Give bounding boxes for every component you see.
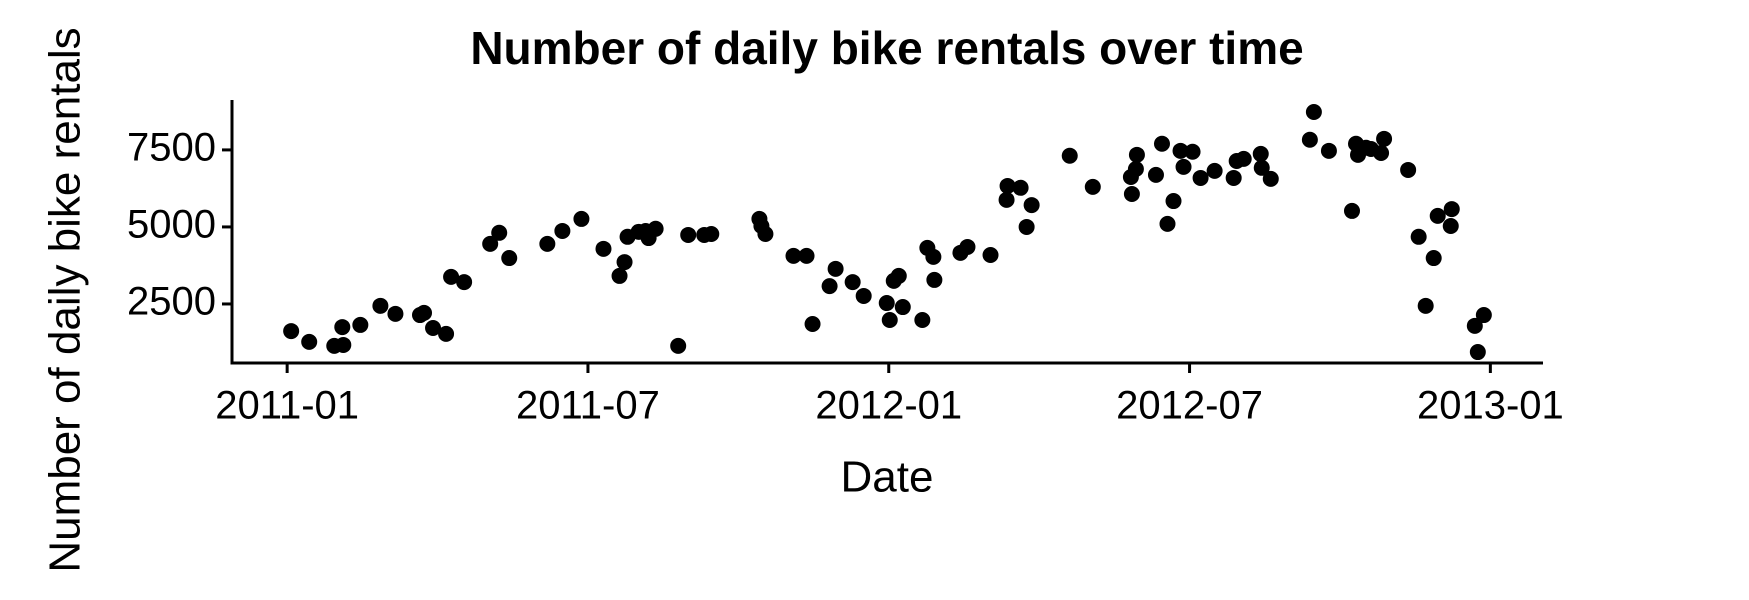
data-point <box>1225 169 1242 186</box>
data-point <box>1206 162 1223 179</box>
data-point <box>785 247 802 264</box>
data-point <box>1376 130 1393 147</box>
data-point <box>1442 218 1459 235</box>
data-point <box>1305 104 1322 121</box>
data-point <box>1023 197 1040 214</box>
data-point <box>1192 169 1209 186</box>
data-point <box>680 226 697 243</box>
data-point <box>1320 142 1337 159</box>
data-point <box>914 311 931 328</box>
data-point <box>456 274 473 291</box>
data-point <box>804 315 821 332</box>
data-point <box>352 316 369 333</box>
data-point <box>425 319 442 336</box>
data-point <box>1469 344 1486 361</box>
data-point <box>335 336 352 353</box>
data-point <box>1443 201 1460 218</box>
data-point <box>998 191 1015 208</box>
data-point <box>1123 185 1140 202</box>
data-point <box>1018 218 1035 235</box>
data-point <box>595 240 612 257</box>
x-tick-label: 2012-01 <box>815 384 962 428</box>
data-point <box>798 247 815 264</box>
data-point <box>539 235 556 252</box>
data-point <box>1301 131 1318 148</box>
data-point <box>926 271 943 288</box>
data-point <box>855 287 872 304</box>
data-point <box>1061 147 1078 164</box>
data-point <box>1012 179 1029 196</box>
data-point <box>1417 297 1434 314</box>
data-point <box>1147 166 1164 183</box>
x-tick-label: 2012-07 <box>1116 384 1263 428</box>
data-point <box>1429 207 1446 224</box>
data-point <box>372 297 389 314</box>
data-point <box>844 274 861 291</box>
data-point <box>647 220 664 237</box>
data-point <box>1466 317 1483 334</box>
y-axis-label: Number of daily bike rentals <box>41 27 90 572</box>
data-point <box>616 254 633 271</box>
data-point <box>878 295 895 312</box>
data-point <box>1373 144 1390 161</box>
data-point <box>1127 161 1144 178</box>
data-point <box>1175 158 1192 175</box>
data-point <box>1153 135 1170 152</box>
data-point <box>670 337 687 354</box>
data-point <box>611 267 628 284</box>
data-point <box>438 325 455 342</box>
data-point <box>491 224 508 241</box>
data-point <box>1172 142 1189 159</box>
data-point <box>1252 145 1269 162</box>
data-point <box>1410 228 1427 245</box>
data-point <box>757 226 774 243</box>
data-point <box>1235 150 1252 167</box>
data-point <box>881 311 898 328</box>
chart-title: Number of daily bike rentals over time <box>470 22 1303 74</box>
data-point <box>301 333 318 350</box>
data-point <box>482 235 499 252</box>
y-tick-label: 5000 <box>127 203 216 247</box>
data-point <box>1165 193 1182 210</box>
data-point <box>982 246 999 263</box>
data-point <box>959 238 976 255</box>
data-point <box>1128 146 1145 163</box>
data-point <box>999 177 1016 194</box>
data-point <box>890 267 907 284</box>
data-point <box>1475 307 1492 324</box>
data-point <box>501 250 518 267</box>
data-point <box>1084 178 1101 195</box>
data-point <box>925 248 942 265</box>
data-point <box>416 304 433 321</box>
data-point <box>703 226 720 243</box>
data-point <box>334 319 351 336</box>
x-axis-label: Date <box>841 453 934 502</box>
x-tick-label: 2011-01 <box>215 384 359 428</box>
x-tick-label: 2011-07 <box>516 384 660 428</box>
data-point <box>443 268 460 285</box>
y-tick-label: 2500 <box>127 280 216 324</box>
data-point <box>387 305 404 322</box>
data-point <box>1262 170 1279 187</box>
data-point <box>1159 215 1176 232</box>
data-point <box>1184 143 1201 160</box>
data-point <box>573 210 590 227</box>
x-tick-label: 2013-01 <box>1417 384 1564 428</box>
data-point <box>554 222 571 239</box>
y-tick-label: 7500 <box>127 125 216 169</box>
data-point <box>827 260 844 277</box>
data-point <box>821 278 838 295</box>
data-point <box>1253 159 1270 176</box>
data-point <box>894 299 911 316</box>
data-point <box>1425 250 1442 267</box>
data-point <box>1400 161 1417 178</box>
data-point <box>283 323 300 340</box>
data-point <box>1343 202 1360 219</box>
